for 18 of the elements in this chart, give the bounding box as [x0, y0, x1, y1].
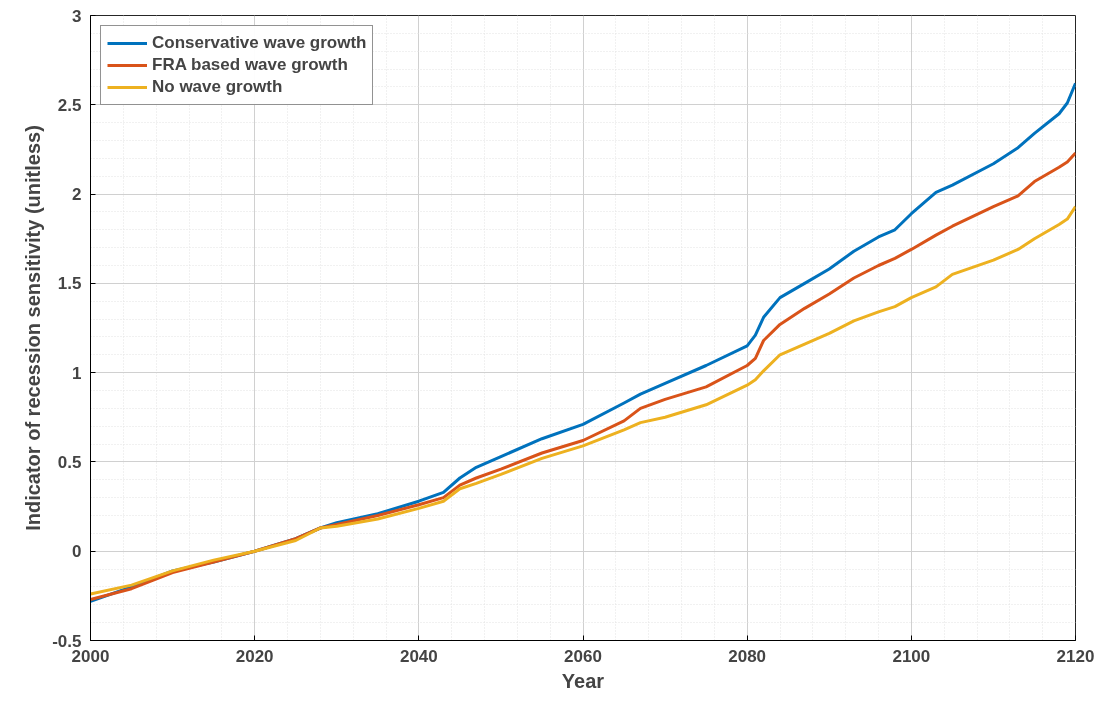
x-tick-label: 2020 — [235, 646, 274, 666]
x-tick-label: 2080 — [728, 646, 767, 666]
y-tick-label: 2.5 — [57, 95, 82, 115]
y-tick-label: 0.5 — [57, 452, 82, 472]
legend-label: FRA based wave growth — [152, 54, 348, 76]
legend-label: Conservative wave growth — [152, 32, 367, 54]
x-tick-label: 2100 — [892, 646, 931, 666]
legend-label: No wave growth — [152, 76, 283, 98]
y-axis-title: Indicator of recession sensitivity (unitless) — [22, 125, 45, 531]
y-tick-label: 2 — [72, 185, 82, 205]
y-tick-label: 0 — [72, 542, 82, 562]
x-tick-label: 2120 — [1056, 646, 1095, 666]
y-tick-label: 3 — [72, 6, 82, 26]
x-axis-title: Year — [561, 669, 605, 692]
y-tick-label: 1.5 — [57, 274, 82, 294]
x-tick-label: 2040 — [399, 646, 438, 666]
y-tick-label: 1 — [72, 363, 82, 383]
x-tick-label: 2060 — [564, 646, 602, 666]
